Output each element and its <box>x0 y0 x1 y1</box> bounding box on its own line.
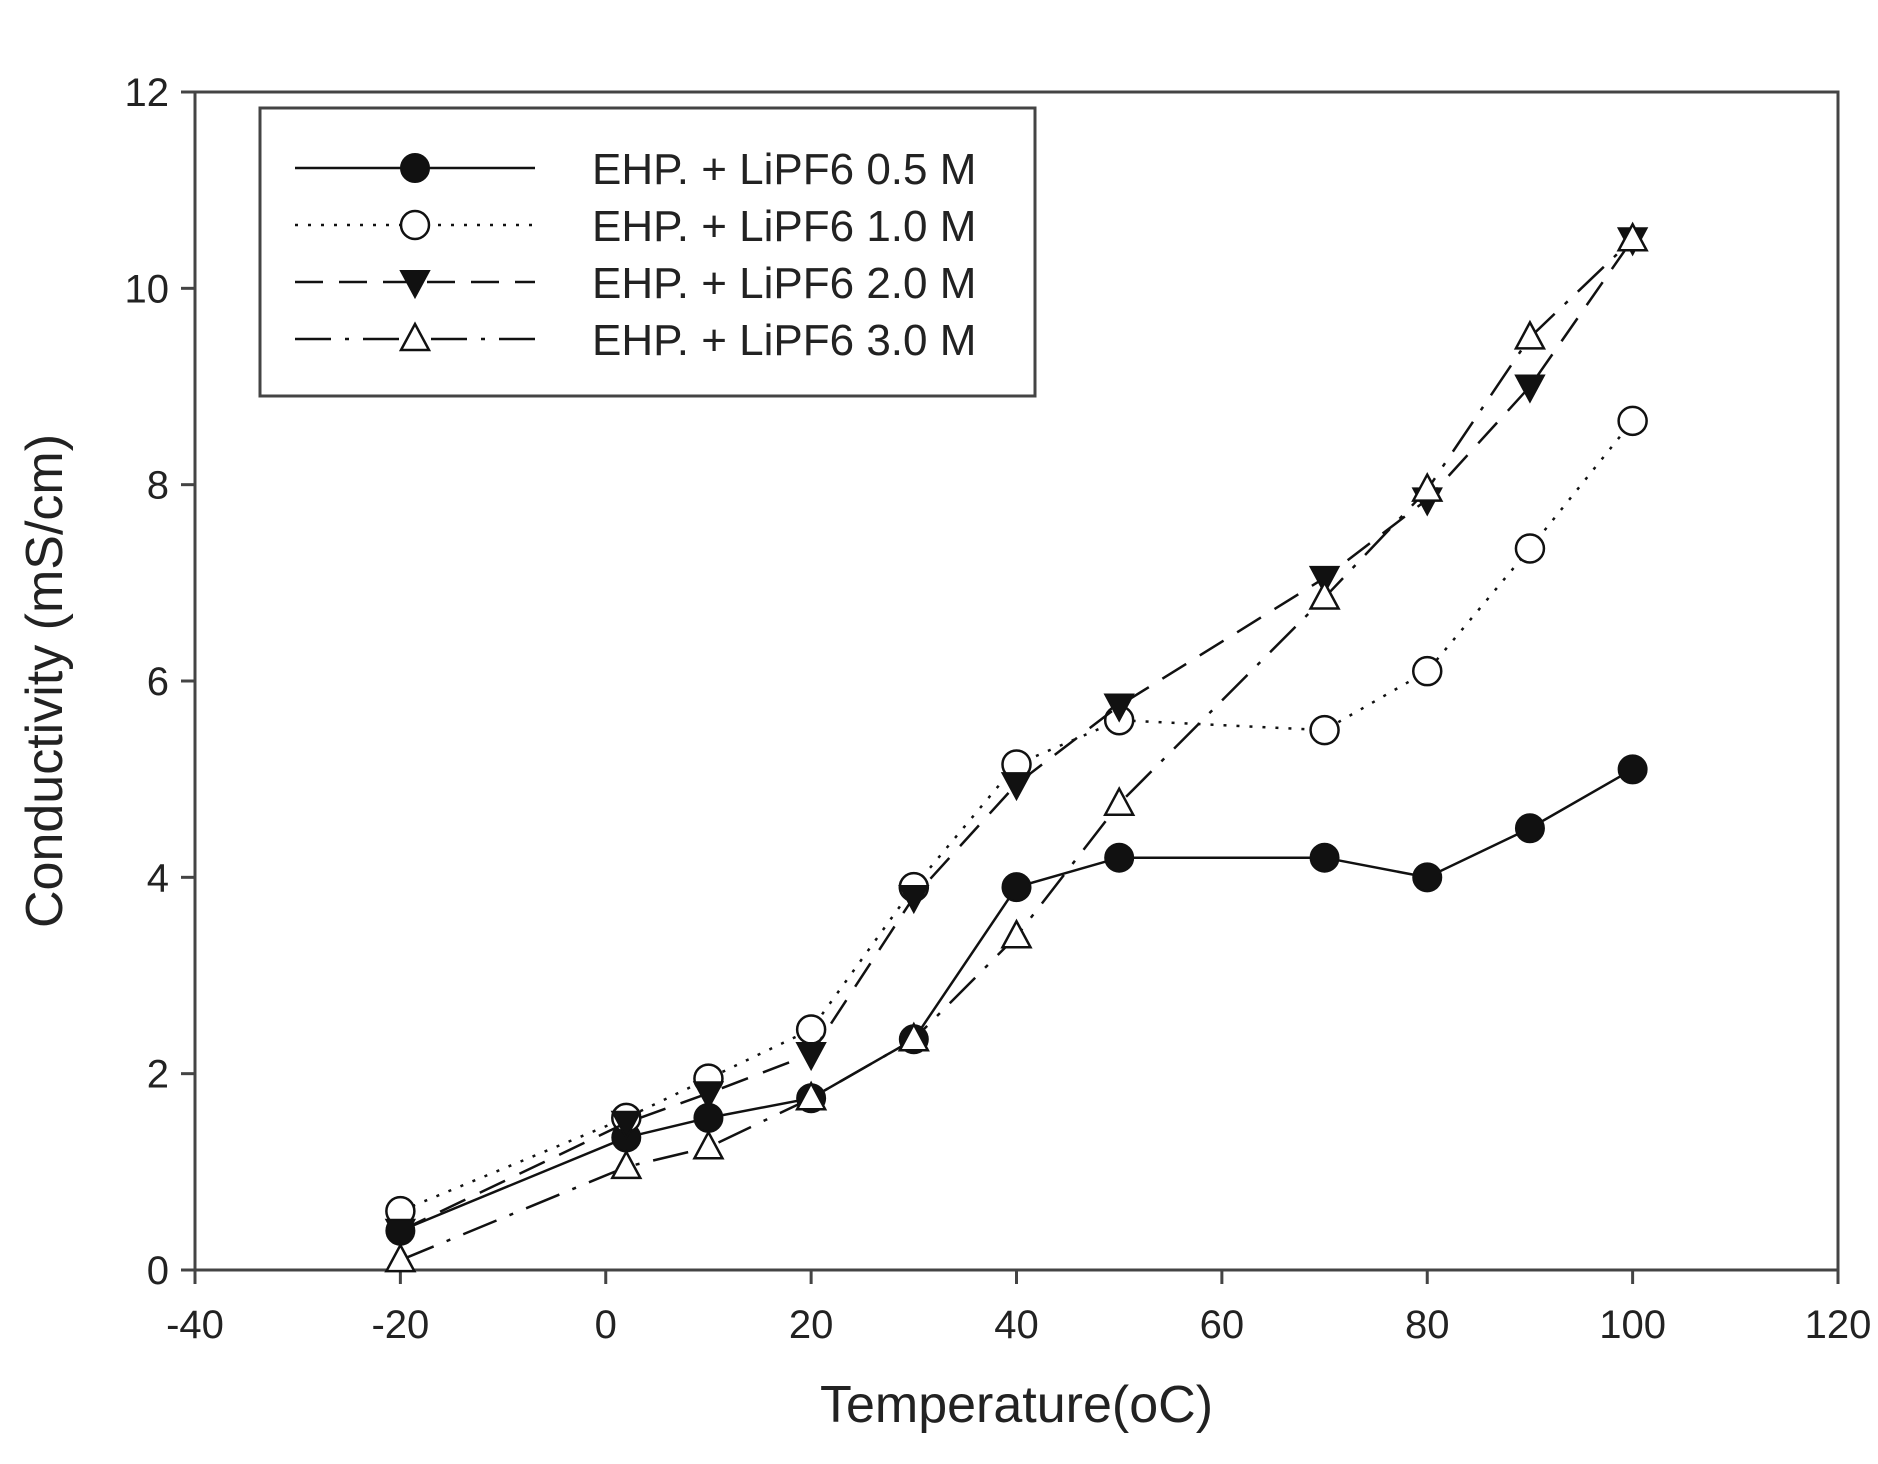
y-tick-label: 8 <box>147 464 169 508</box>
data-point <box>898 884 930 915</box>
series-line <box>399 768 1634 1232</box>
x-tick-label: 120 <box>1805 1303 1872 1347</box>
data-point <box>897 1021 930 1052</box>
data-point <box>399 209 431 241</box>
data-point <box>1309 842 1340 873</box>
data-point <box>1000 918 1033 949</box>
legend-entry: EHP. + LiPF6 3.0 M <box>295 316 976 365</box>
data-point <box>1514 374 1546 404</box>
x-tick-label: -20 <box>371 1303 429 1347</box>
data-point <box>1104 842 1135 873</box>
data-point <box>795 1080 828 1111</box>
data-point <box>1308 579 1341 610</box>
data-point <box>610 1110 642 1140</box>
series-2 <box>385 405 1648 1227</box>
y-tick-label: 2 <box>147 1053 169 1097</box>
legend-label: EHP. + LiPF6 2.0 M <box>592 259 976 308</box>
data-point <box>1513 319 1547 350</box>
y-tick-label: 4 <box>147 856 169 900</box>
x-tick-label: 60 <box>1200 1303 1245 1347</box>
data-point <box>1000 772 1033 802</box>
y-tick-label: 6 <box>147 660 169 704</box>
data-point <box>1411 471 1444 502</box>
data-point <box>1309 714 1340 746</box>
data-point <box>1412 862 1443 893</box>
series-4 <box>384 221 1649 1273</box>
data-point <box>1514 533 1546 564</box>
series-line <box>399 238 1634 1232</box>
series-line <box>399 420 1634 1213</box>
data-point <box>692 1129 725 1160</box>
series-group <box>384 221 1649 1273</box>
data-point <box>1103 693 1135 723</box>
data-point <box>384 1218 417 1248</box>
y-tick-label: 12 <box>125 71 170 115</box>
x-tick-label: -40 <box>166 1303 224 1347</box>
data-point <box>692 1081 725 1111</box>
axes: -40 -20 0 20 40 60 80 100 120 0 2 4 6 8 10 12 <box>125 71 1872 1347</box>
x-tick-label: 20 <box>789 1303 834 1347</box>
legend-entry: EHP. + LiPF6 0.5 M <box>295 145 976 194</box>
data-point <box>400 153 430 183</box>
data-point <box>1412 655 1443 687</box>
data-point <box>398 321 432 352</box>
data-point <box>1617 754 1648 785</box>
series-1 <box>385 754 1648 1246</box>
data-point <box>1514 813 1545 844</box>
legend-entry: EHP. + LiPF6 1.0 M <box>295 202 976 251</box>
data-point <box>610 1149 643 1180</box>
data-point <box>1616 221 1649 252</box>
y-axis-title: Conductivity (mS/cm) <box>16 434 74 928</box>
x-tick-label: 40 <box>994 1303 1039 1347</box>
x-tick-label: 100 <box>1599 1303 1666 1347</box>
legend-entry: EHP. + LiPF6 2.0 M <box>295 259 976 308</box>
legend-label: EHP. + LiPF6 1.0 M <box>592 202 976 251</box>
data-point <box>384 1242 417 1273</box>
legend-label: EHP. + LiPF6 3.0 M <box>592 316 976 365</box>
data-point <box>399 270 431 300</box>
legend-box <box>258 106 1037 398</box>
y-tick-label: 10 <box>125 267 170 311</box>
y-tick-label: 0 <box>147 1249 169 1293</box>
legend: EHP. + LiPF6 0.5 M EHP. + LiPF6 1.0 M EHP.… <box>258 106 1037 398</box>
legend-label: EHP. + LiPF6 0.5 M <box>592 145 976 194</box>
data-point <box>1001 872 1032 903</box>
x-axis-title: Temperature(oC) <box>820 1376 1213 1434</box>
x-tick-label: 0 <box>595 1303 617 1347</box>
data-point <box>1103 786 1136 816</box>
x-tick-label: 80 <box>1405 1303 1450 1347</box>
data-point <box>795 1042 827 1072</box>
data-point <box>1617 405 1648 437</box>
